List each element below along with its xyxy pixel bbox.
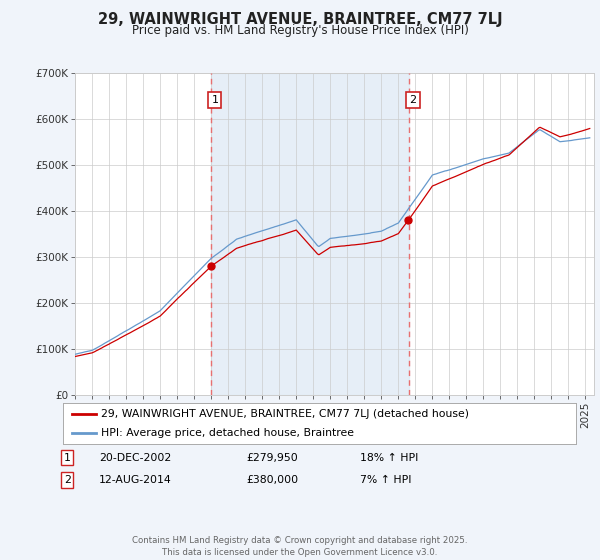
- Text: 1: 1: [64, 452, 71, 463]
- Text: Price paid vs. HM Land Registry's House Price Index (HPI): Price paid vs. HM Land Registry's House …: [131, 24, 469, 36]
- Text: £279,950: £279,950: [246, 452, 298, 463]
- Text: £380,000: £380,000: [246, 475, 298, 485]
- Text: 20-DEC-2002: 20-DEC-2002: [99, 452, 171, 463]
- Text: HPI: Average price, detached house, Braintree: HPI: Average price, detached house, Brai…: [101, 428, 355, 437]
- Text: 2: 2: [410, 95, 416, 105]
- Text: 29, WAINWRIGHT AVENUE, BRAINTREE, CM77 7LJ (detached house): 29, WAINWRIGHT AVENUE, BRAINTREE, CM77 7…: [101, 409, 469, 419]
- Text: 1: 1: [211, 95, 218, 105]
- Text: 7% ↑ HPI: 7% ↑ HPI: [360, 475, 412, 485]
- Text: Contains HM Land Registry data © Crown copyright and database right 2025.
This d: Contains HM Land Registry data © Crown c…: [132, 536, 468, 557]
- Text: 12-AUG-2014: 12-AUG-2014: [99, 475, 172, 485]
- Text: 18% ↑ HPI: 18% ↑ HPI: [360, 452, 418, 463]
- Text: 29, WAINWRIGHT AVENUE, BRAINTREE, CM77 7LJ: 29, WAINWRIGHT AVENUE, BRAINTREE, CM77 7…: [98, 12, 502, 27]
- Bar: [211, 73, 409, 395]
- Text: 2: 2: [64, 475, 71, 485]
